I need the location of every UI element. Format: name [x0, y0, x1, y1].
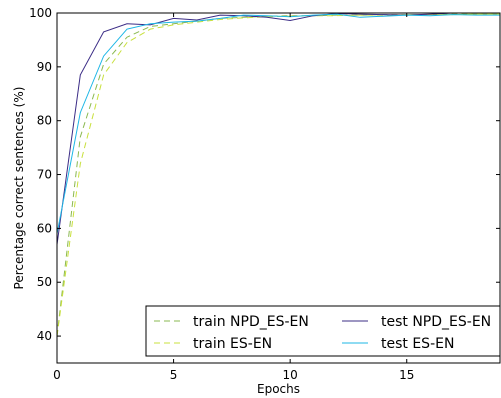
y-tick-label: 40	[37, 329, 52, 343]
legend-box	[145, 305, 501, 357]
ticks-layer: 0 5 10 15 40 50 60 70 80 90 100	[29, 6, 500, 382]
x-tick-label: 5	[170, 368, 178, 382]
y-tick-label: 100	[29, 6, 52, 20]
series-line-1	[57, 13, 500, 337]
y-axis-title: Percentage correct sentences (%)	[12, 87, 26, 290]
y-tick-label: 80	[37, 114, 52, 128]
x-axis-title: Epochs	[257, 382, 300, 396]
legend-label-4: test ES-EN	[381, 336, 454, 352]
y-tick-label: 70	[37, 168, 52, 182]
series-line-2	[57, 13, 500, 337]
series-line-4	[57, 13, 500, 234]
legend-label-2: train ES-EN	[193, 336, 272, 352]
y-tick-label: 60	[37, 221, 52, 235]
legend-label-1: train NPD_ES-EN	[193, 314, 309, 330]
plot-frame	[56, 12, 501, 364]
series-line-3	[57, 12, 500, 245]
x-tick-label: 15	[399, 368, 414, 382]
x-tick-label: 10	[283, 368, 298, 382]
x-tick-label: 0	[53, 368, 61, 382]
y-tick-label: 50	[37, 275, 52, 289]
series-layer	[57, 12, 500, 337]
legend-label-3: test NPD_ES-EN	[381, 314, 491, 330]
y-tick-label: 90	[37, 60, 52, 74]
